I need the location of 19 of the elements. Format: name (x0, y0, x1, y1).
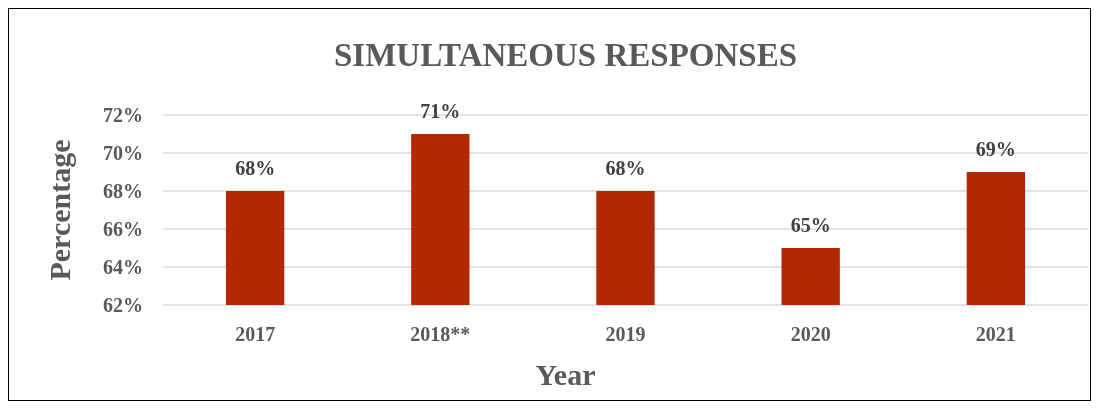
data-label: 68% (235, 157, 276, 179)
data-label: 69% (975, 138, 1016, 160)
x-tick-label: 2019 (605, 323, 646, 345)
chart-title: SIMULTANEOUS RESPONSES (333, 37, 798, 73)
data-label: 68% (605, 157, 646, 179)
x-tick-label: 2017 (235, 323, 276, 345)
data-label: 71% (420, 100, 461, 122)
y-tick-label: 70% (103, 142, 143, 164)
y-tick-label: 64% (103, 256, 143, 278)
x-axis-title: Year (535, 358, 596, 391)
y-tick-label: 72% (103, 104, 143, 126)
y-axis-title: Percentage (43, 139, 76, 281)
x-tick-label: 2020 (790, 323, 831, 345)
y-tick-label: 68% (103, 180, 143, 202)
data-label: 65% (790, 214, 831, 236)
y-tick-label: 62% (103, 294, 143, 316)
y-tick-label: 66% (103, 218, 143, 240)
x-tick-label: 2021 (975, 323, 1016, 345)
x-tick-label: 2018** (410, 323, 471, 345)
